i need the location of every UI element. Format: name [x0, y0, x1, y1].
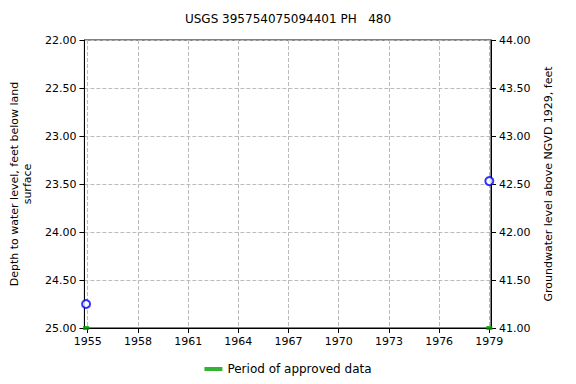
svg-text:1973: 1973: [375, 335, 403, 348]
svg-text:surface: surface: [21, 163, 34, 204]
svg-text:1970: 1970: [325, 335, 353, 348]
svg-text:1979: 1979: [475, 335, 503, 348]
svg-text:42.50: 42.50: [499, 178, 531, 191]
svg-text:Groundwater level above NGVD 1: Groundwater level above NGVD 1929, feet: [542, 66, 555, 302]
svg-text:44.00: 44.00: [499, 34, 531, 47]
svg-text:41.00: 41.00: [499, 322, 531, 335]
svg-text:22.50: 22.50: [45, 82, 77, 95]
svg-text:1964: 1964: [224, 335, 252, 348]
svg-text:1955: 1955: [74, 335, 102, 348]
svg-text:1967: 1967: [275, 335, 303, 348]
svg-text:25.00: 25.00: [45, 322, 77, 335]
svg-text:42.00: 42.00: [499, 226, 531, 239]
svg-text:23.50: 23.50: [45, 178, 77, 191]
svg-text:1976: 1976: [425, 335, 453, 348]
svg-text:23.00: 23.00: [45, 130, 77, 143]
svg-text:22.00: 22.00: [45, 34, 77, 47]
svg-text:1961: 1961: [174, 335, 202, 348]
svg-text:Depth to water level, feet bel: Depth to water level, feet below land: [8, 82, 21, 287]
svg-text:USGS 395754075094401 PH 480: USGS 395754075094401 PH 480: [185, 12, 391, 26]
svg-text:41.50: 41.50: [499, 274, 531, 287]
svg-text:Period of approved data: Period of approved data: [227, 362, 371, 376]
svg-text:1958: 1958: [124, 335, 152, 348]
svg-text:43.50: 43.50: [499, 82, 531, 95]
svg-text:24.00: 24.00: [45, 226, 77, 239]
svg-text:24.50: 24.50: [45, 274, 77, 287]
svg-text:43.00: 43.00: [499, 130, 531, 143]
